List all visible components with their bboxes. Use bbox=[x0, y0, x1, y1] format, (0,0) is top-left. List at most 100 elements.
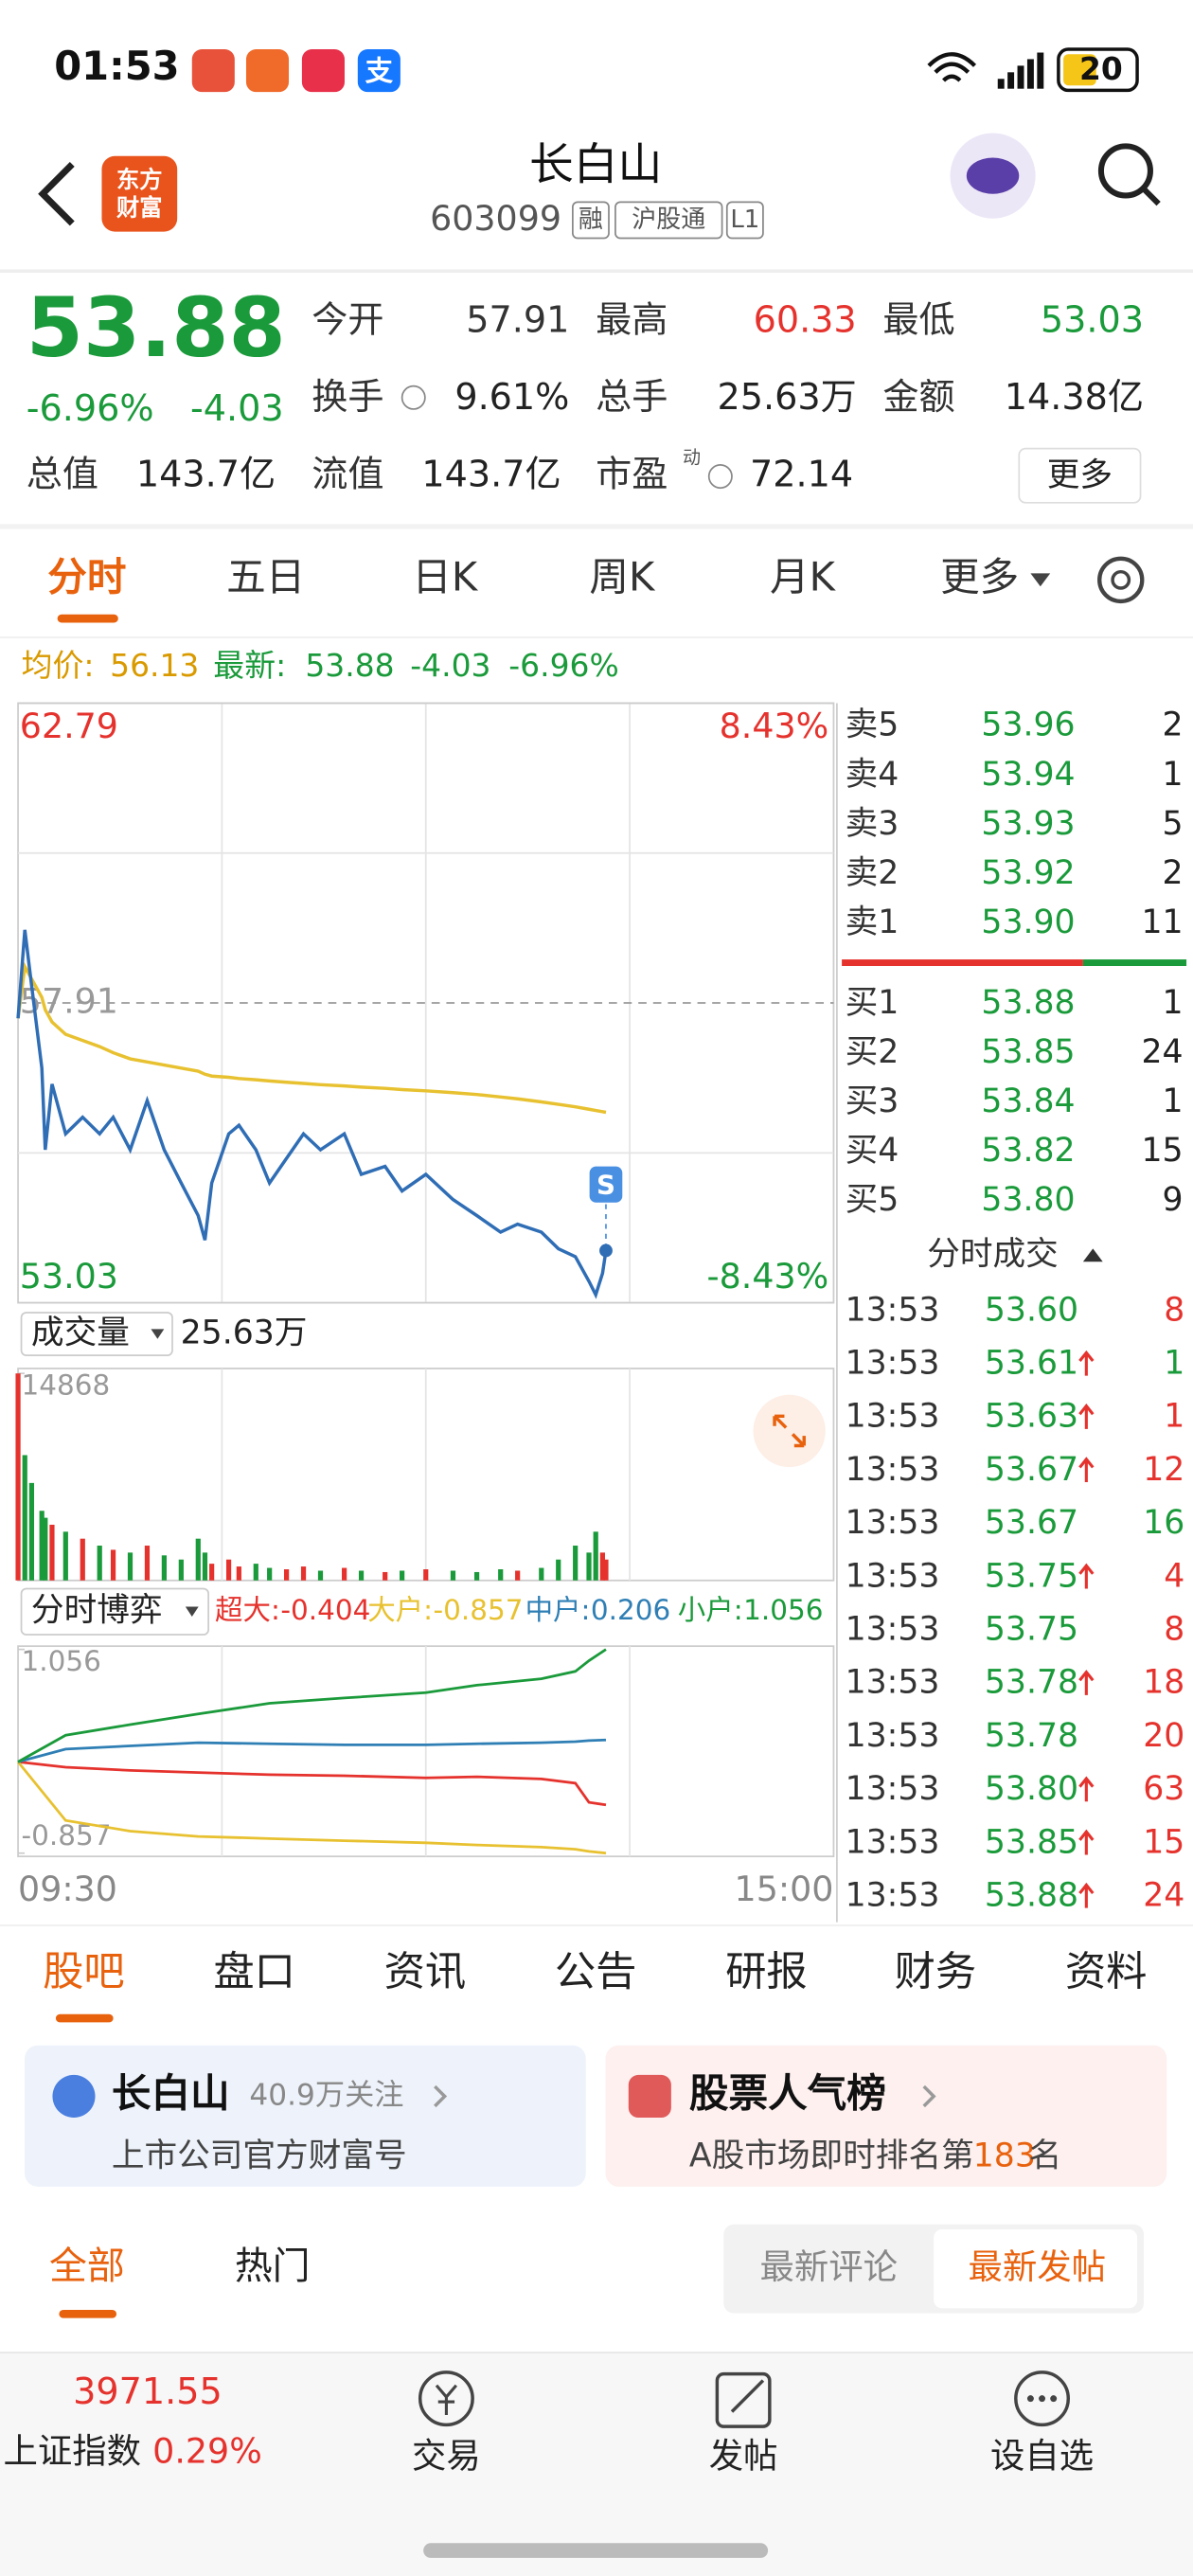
tab-underline bbox=[55, 2013, 114, 2023]
section-tab[interactable]: 资料 bbox=[1065, 1949, 1148, 1996]
assistant-face bbox=[966, 157, 1020, 194]
filter-option-text[interactable]: 最新发帖 bbox=[969, 2246, 1107, 2287]
home-indicator bbox=[423, 2543, 769, 2558]
chart-tab[interactable]: 月K bbox=[770, 553, 837, 599]
field-value: 143.7亿 bbox=[421, 454, 561, 495]
index-change: 0.29% bbox=[152, 2430, 262, 2471]
volume-bar bbox=[423, 1569, 429, 1581]
filter-option[interactable] bbox=[934, 2228, 1138, 2309]
expand-button[interactable] bbox=[753, 1394, 826, 1468]
section-tab[interactable]: 公告 bbox=[555, 1949, 637, 1996]
last-change-pct: -6.96% bbox=[508, 647, 618, 684]
nav-label[interactable]: 设自选 bbox=[990, 2436, 1094, 2477]
more-button-text[interactable]: 更多 bbox=[1047, 456, 1113, 494]
chart-tab[interactable]: 日K bbox=[412, 553, 479, 599]
trade-price: 53.75 bbox=[985, 1557, 1078, 1595]
volume-bar bbox=[383, 1571, 388, 1581]
dropdown[interactable] bbox=[20, 1587, 209, 1636]
trade-price: 53.60 bbox=[985, 1291, 1078, 1329]
up-arrow bbox=[1078, 1882, 1095, 1908]
settings-icon[interactable] bbox=[1097, 556, 1145, 604]
trade-price: 53.67 bbox=[985, 1504, 1078, 1542]
dropdown-arrow bbox=[185, 1606, 199, 1617]
volume-bar bbox=[202, 1552, 208, 1581]
volume-bar bbox=[599, 1552, 605, 1581]
card[interactable] bbox=[24, 2045, 586, 2187]
trade-qty: 15 bbox=[1143, 1823, 1184, 1861]
section-tab[interactable]: 财务 bbox=[895, 1949, 977, 1996]
chart-tab[interactable]: 更多 bbox=[940, 553, 1019, 599]
trade-time: 13:53 bbox=[846, 1664, 940, 1702]
trade-qty: 18 bbox=[1143, 1664, 1184, 1702]
trade-time: 13:53 bbox=[846, 1451, 940, 1489]
back-button[interactable] bbox=[38, 162, 75, 226]
book-price: 53.88 bbox=[981, 984, 1075, 1022]
field-value: 14.38亿 bbox=[1005, 376, 1144, 418]
card-icon bbox=[628, 2074, 671, 2119]
field-label: 市盈 bbox=[596, 454, 668, 495]
filter-tab[interactable]: 全部 bbox=[49, 2245, 125, 2288]
volume-bar bbox=[15, 1373, 21, 1581]
section-tab[interactable]: 研报 bbox=[725, 1949, 808, 1996]
section-tab[interactable]: 股吧 bbox=[43, 1949, 125, 1996]
nav-label[interactable]: 发帖 bbox=[709, 2436, 778, 2477]
section-tab[interactable]: 资讯 bbox=[384, 1949, 467, 1996]
dropdown[interactable] bbox=[20, 1312, 173, 1356]
section-tab[interactable]: 盘口 bbox=[213, 1949, 295, 1996]
volume-bar bbox=[178, 1559, 184, 1581]
app-icon bbox=[191, 49, 235, 93]
legend-value: -0.404 bbox=[280, 1594, 370, 1626]
trades-title: 分时成交 bbox=[927, 1235, 1059, 1273]
search-icon bbox=[1141, 187, 1161, 206]
y-tick-label: 14868 bbox=[22, 1369, 111, 1402]
status-time: 01:53 bbox=[54, 43, 179, 89]
chart-tab[interactable]: 周K bbox=[589, 553, 656, 599]
signal-bar bbox=[1007, 72, 1015, 89]
more-button[interactable] bbox=[1018, 447, 1142, 504]
card-title[interactable]: 股票人气榜 bbox=[689, 2069, 886, 2116]
trade-price: 53.67 bbox=[985, 1451, 1078, 1489]
info-icon[interactable] bbox=[707, 464, 733, 490]
nav-icon[interactable] bbox=[1014, 2370, 1071, 2427]
volume-bar bbox=[161, 1555, 167, 1581]
nav-icon[interactable] bbox=[715, 2371, 772, 2428]
nav-icon[interactable] bbox=[418, 2370, 474, 2427]
legend-value: 0.206 bbox=[591, 1594, 670, 1626]
marker-badge[interactable] bbox=[589, 1166, 623, 1203]
last-value: 53.88 bbox=[305, 647, 394, 684]
book-label: 买4 bbox=[846, 1132, 899, 1170]
flow-line bbox=[17, 1648, 607, 1763]
chart-tab[interactable]: 五日 bbox=[226, 553, 305, 599]
nav-icon bbox=[730, 2379, 765, 2413]
card-subtitle: 名 bbox=[1029, 2138, 1062, 2175]
flow-line bbox=[17, 1738, 607, 1763]
book-qty: 5 bbox=[1163, 805, 1184, 843]
logo[interactable] bbox=[101, 155, 178, 232]
divider bbox=[0, 524, 1193, 529]
badge bbox=[614, 201, 723, 240]
card[interactable] bbox=[605, 2045, 1167, 2187]
volume-bar bbox=[400, 1570, 405, 1581]
card-title[interactable]: 长白山 bbox=[112, 2069, 230, 2116]
index-value[interactable]: 3971.55 bbox=[73, 2370, 223, 2412]
badge bbox=[725, 201, 764, 240]
trade-price: 53.80 bbox=[985, 1770, 1078, 1808]
trade-time: 13:53 bbox=[846, 1344, 940, 1382]
volume-bar bbox=[62, 1531, 68, 1581]
book-price: 53.90 bbox=[981, 903, 1075, 941]
filter-option-text[interactable]: 最新评论 bbox=[759, 2246, 898, 2287]
volume-bar bbox=[473, 1571, 480, 1581]
app-icon bbox=[357, 49, 401, 93]
legend-name: 超大: bbox=[215, 1594, 280, 1626]
field-value: 60.33 bbox=[754, 298, 857, 340]
badge-text: 沪股通 bbox=[632, 206, 705, 234]
filter-tab[interactable]: 热门 bbox=[235, 2245, 311, 2288]
search-icon[interactable] bbox=[1097, 143, 1153, 199]
info-icon[interactable] bbox=[401, 385, 426, 410]
book-price: 53.85 bbox=[981, 1033, 1075, 1071]
nav-label[interactable]: 交易 bbox=[412, 2436, 481, 2477]
trade-price: 53.88 bbox=[985, 1877, 1078, 1915]
chart-tab[interactable]: 分时 bbox=[47, 553, 126, 599]
field-label: 总值 bbox=[27, 454, 98, 495]
